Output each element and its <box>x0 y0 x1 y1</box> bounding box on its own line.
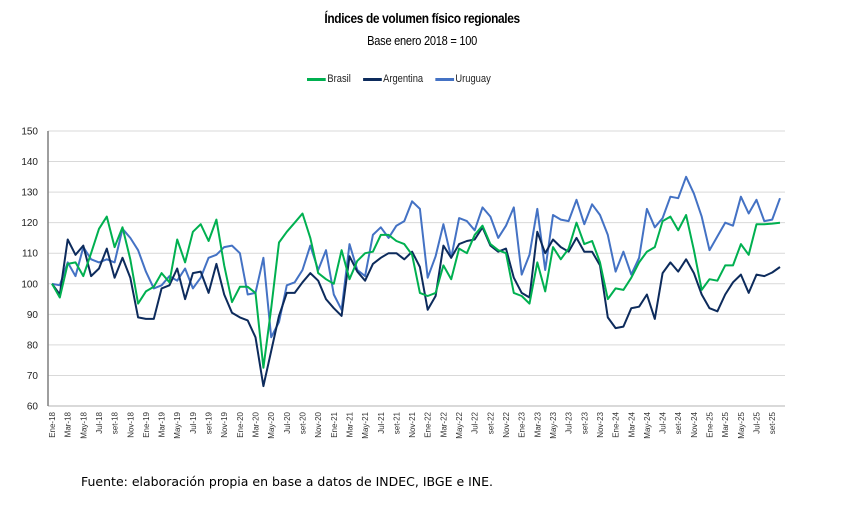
x-tick-label: Ene-20 <box>236 411 245 437</box>
x-tick-label: Nov-24 <box>690 411 699 437</box>
x-tick-label: Nov-22 <box>502 411 511 437</box>
x-tick-label: Mar-25 <box>721 411 730 437</box>
x-tick-label: Nov-18 <box>126 411 135 437</box>
legend-label-uruguay: Uruguay <box>455 73 491 85</box>
y-tick-label: 70 <box>27 371 39 382</box>
series-line-uruguay <box>51 175 781 339</box>
x-tick-label: Mar-24 <box>627 411 636 437</box>
x-tick-label: set-18 <box>111 411 120 434</box>
y-tick-label: 120 <box>21 218 38 229</box>
x-tick-label: Ene-23 <box>518 411 527 437</box>
x-tick-label: Jul-23 <box>565 411 574 433</box>
x-tick-label: Mar-20 <box>252 411 261 437</box>
x-tick-label: set-25 <box>768 411 777 434</box>
x-tick-label: May-24 <box>643 411 652 438</box>
x-tick-label: Nov-23 <box>596 411 605 437</box>
legend: Brasil Argentina Uruguay <box>307 73 491 85</box>
x-tick-label: set-23 <box>580 411 589 434</box>
x-tick-label: set-19 <box>205 411 214 434</box>
x-tick-label: Jul-25 <box>753 411 762 433</box>
x-tick-label: May-20 <box>267 411 276 438</box>
x-tick-label: set-20 <box>298 411 307 434</box>
source-note: Fuente: elaboración propia en base a dat… <box>81 474 494 489</box>
y-tick-label: 150 <box>21 127 38 138</box>
x-tick-label: Mar-23 <box>533 411 542 437</box>
y-tick-label: 100 <box>21 279 38 290</box>
x-tick-label: Ene-22 <box>424 411 433 437</box>
series-line-argentina <box>51 226 781 388</box>
x-tick-label: Ene-18 <box>48 411 57 437</box>
x-tick-label: Ene-19 <box>142 411 151 437</box>
legend-swatch-argentina <box>362 77 382 81</box>
x-tick-label: set-22 <box>486 411 495 434</box>
x-tick-label: Ene-25 <box>706 411 715 437</box>
legend-item-argentina: Argentina <box>362 73 424 85</box>
x-tick-label: Ene-24 <box>612 411 621 437</box>
y-axis-ticks: 60 70 80 90 100 110 120 130 140 150 <box>21 127 38 413</box>
x-tick-label: Jul-21 <box>377 411 386 433</box>
y-tick-label: 60 <box>27 402 39 413</box>
x-tick-label: May-19 <box>173 411 182 438</box>
legend-swatch-brasil <box>307 77 326 81</box>
x-tick-label: May-21 <box>361 411 370 438</box>
series-lines <box>51 175 781 388</box>
y-tick-label: 80 <box>27 340 39 351</box>
x-tick-label: set-24 <box>674 411 683 434</box>
x-tick-label: set-21 <box>392 411 401 434</box>
x-tick-label: Nov-20 <box>314 411 323 437</box>
chart-subtitle: Base enero 2018 = 100 <box>367 33 478 48</box>
x-tick-label: Jul-24 <box>659 411 668 433</box>
x-tick-label: May-22 <box>455 411 464 438</box>
chart-title: Índices de volumen físico regionales <box>324 10 520 26</box>
x-tick-label: Mar-21 <box>345 411 354 437</box>
x-tick-label: May-18 <box>79 411 88 438</box>
x-tick-label: Nov-19 <box>220 411 229 437</box>
x-axis-ticks: Ene-18 Mar-18 May-18 Jul-18 set-18 Nov-18 Ene-… <box>48 411 777 438</box>
legend-item-uruguay: Uruguay <box>435 73 491 85</box>
legend-label-brasil: Brasil <box>327 73 351 85</box>
y-tick-label: 90 <box>27 310 39 321</box>
x-tick-label: May-25 <box>737 411 746 438</box>
x-tick-label: Jul-19 <box>189 411 198 433</box>
x-tick-label: Mar-19 <box>158 411 167 437</box>
x-tick-label: Nov-21 <box>408 411 417 437</box>
y-tick-label: 130 <box>21 188 38 199</box>
legend-item-brasil: Brasil <box>307 73 351 85</box>
x-tick-label: Mar-22 <box>439 411 448 437</box>
y-tick-label: 110 <box>22 249 38 260</box>
x-tick-label: Jul-20 <box>283 411 292 433</box>
x-tick-label: Jul-18 <box>95 411 104 433</box>
x-tick-label: Mar-18 <box>64 411 73 437</box>
x-tick-label: Jul-22 <box>471 411 480 433</box>
legend-label-argentina: Argentina <box>383 73 424 85</box>
x-tick-label: May-23 <box>549 411 558 438</box>
legend-swatch-uruguay <box>435 77 454 81</box>
x-tick-label: Ene-21 <box>330 411 339 437</box>
y-tick-label: 140 <box>21 157 38 168</box>
series-line-brasil <box>51 212 781 369</box>
